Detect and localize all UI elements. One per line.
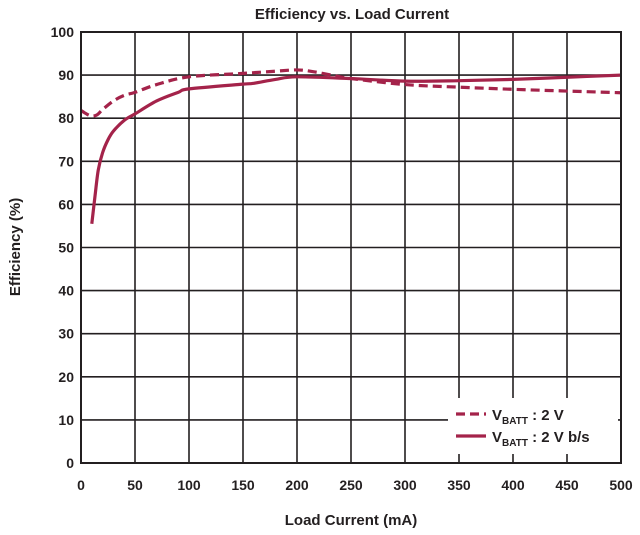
x-tick-label: 450 bbox=[555, 477, 579, 493]
y-tick-label: 40 bbox=[58, 283, 74, 299]
y-tick-label: 80 bbox=[58, 110, 74, 126]
x-tick-label: 0 bbox=[77, 477, 85, 493]
x-tick-label: 300 bbox=[393, 477, 417, 493]
legend-background bbox=[448, 398, 618, 454]
tick-labels: 0 50 100 150 200 250 300 350 400 450 500 0 10 20 30 40 5… bbox=[51, 24, 633, 493]
y-tick-label: 50 bbox=[58, 240, 74, 256]
x-axis-label: Load Current (mA) bbox=[285, 512, 418, 529]
y-tick-label: 10 bbox=[58, 412, 74, 428]
x-tick-label: 50 bbox=[127, 477, 143, 493]
chart-title: Efficiency vs. Load Current bbox=[255, 6, 449, 23]
y-tick-label: 0 bbox=[66, 455, 74, 471]
y-tick-label: 60 bbox=[58, 196, 74, 212]
y-tick-label: 90 bbox=[58, 67, 74, 83]
x-tick-label: 350 bbox=[447, 477, 471, 493]
y-tick-label: 70 bbox=[58, 153, 74, 169]
plot-frame bbox=[80, 31, 622, 464]
series-line-dashed bbox=[80, 68, 622, 118]
x-tick-label: 100 bbox=[177, 477, 201, 493]
y-axis-label: Efficiency (%) bbox=[7, 198, 24, 296]
y-tick-label: 30 bbox=[58, 326, 74, 342]
series-lines bbox=[80, 68, 622, 224]
x-tick-label: 150 bbox=[231, 477, 255, 493]
y-tick-label: 20 bbox=[58, 369, 74, 385]
series-line-solid bbox=[90, 73, 622, 224]
x-tick-label: 200 bbox=[285, 477, 309, 493]
x-tick-label: 250 bbox=[339, 477, 363, 493]
legend-entry: VBATT : 2 V bbox=[492, 407, 564, 427]
grid bbox=[81, 32, 621, 463]
x-tick-label: 400 bbox=[501, 477, 525, 493]
y-tick-label: 100 bbox=[51, 24, 75, 40]
legend-entry: VBATT : 2 V b/s bbox=[492, 429, 590, 449]
x-tick-label: 500 bbox=[609, 477, 633, 493]
